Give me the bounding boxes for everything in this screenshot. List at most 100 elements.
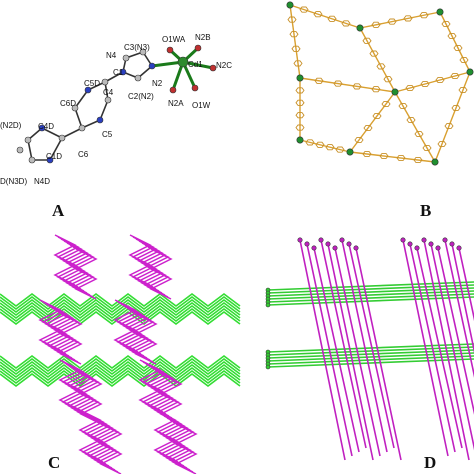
- ring: [381, 100, 391, 108]
- green-chain: [0, 308, 241, 322]
- ring: [414, 130, 424, 138]
- linker: [299, 139, 351, 153]
- magenta-rod: [402, 239, 449, 457]
- magenta-chain: [134, 313, 158, 365]
- magenta-rod: [409, 243, 456, 453]
- atom: [78, 124, 86, 132]
- green-rod: [267, 352, 474, 362]
- magenta-rod: [423, 239, 470, 461]
- ring: [371, 86, 381, 93]
- ring: [453, 44, 463, 52]
- ring: [327, 15, 337, 22]
- ring: [422, 144, 432, 152]
- atom: [58, 134, 66, 142]
- ring: [441, 20, 451, 28]
- green-rod: [267, 355, 474, 365]
- ring: [458, 86, 468, 94]
- magenta-rod: [320, 239, 367, 449]
- ring: [387, 18, 397, 25]
- ring: [362, 150, 372, 158]
- magenta-rod: [334, 247, 381, 457]
- ring: [372, 112, 382, 120]
- ring: [362, 37, 372, 44]
- magenta-rod: [451, 243, 474, 354]
- atom: [148, 62, 156, 70]
- ring: [295, 87, 305, 94]
- ring: [459, 56, 469, 64]
- ring: [435, 76, 445, 84]
- green-rod: [267, 287, 474, 297]
- ring: [341, 20, 351, 27]
- magenta-node: [407, 241, 413, 247]
- ring: [295, 99, 305, 106]
- magenta-rod: [327, 243, 374, 461]
- ring: [371, 21, 381, 28]
- atom: [38, 124, 46, 132]
- ring: [450, 72, 460, 80]
- magenta-rod: [341, 239, 388, 453]
- panel-label: A: [52, 201, 65, 220]
- green-chain: [0, 355, 241, 369]
- ring: [413, 156, 423, 164]
- atom: [191, 84, 199, 92]
- atom: [46, 156, 54, 164]
- atom: [122, 54, 130, 62]
- green-chain: [0, 299, 241, 313]
- green-chain: [0, 361, 241, 375]
- atom: [71, 104, 79, 112]
- magenta-chain: [59, 313, 83, 365]
- linker: [359, 11, 441, 29]
- ring: [451, 104, 461, 112]
- atom-label: N2C: [216, 61, 232, 70]
- green-rod: [267, 296, 474, 306]
- ring: [379, 152, 389, 160]
- atom-label: O1WA: [162, 35, 186, 44]
- panel-label: C: [48, 453, 60, 472]
- ring: [299, 6, 309, 13]
- ring: [313, 11, 323, 18]
- magenta-node: [435, 245, 441, 251]
- bond: [27, 139, 33, 161]
- linker: [349, 151, 436, 163]
- ring: [403, 15, 413, 22]
- green-chain: [0, 370, 241, 384]
- magenta-rod: [437, 247, 474, 415]
- atom-label: C6: [78, 150, 89, 159]
- green-chain: [0, 302, 241, 316]
- atom-label: N2A: [168, 99, 184, 108]
- green-node: [265, 302, 271, 308]
- atom: [139, 48, 147, 56]
- bond: [99, 99, 109, 121]
- atom-label: D(N3D): [0, 177, 27, 186]
- magenta-rod: [306, 243, 353, 457]
- linker: [349, 91, 396, 153]
- atom-label: C4D: [38, 122, 54, 131]
- green-chain: [0, 373, 241, 387]
- atom: [84, 86, 92, 94]
- magenta-rod: [458, 247, 474, 322]
- ring: [325, 144, 335, 151]
- ring: [295, 124, 305, 131]
- magenta-node: [304, 241, 310, 247]
- node: [356, 24, 364, 32]
- atom-label: N4: [106, 51, 117, 60]
- ring: [287, 16, 297, 23]
- bond: [74, 89, 89, 109]
- ring: [405, 84, 415, 92]
- ring: [363, 124, 373, 132]
- bond: [104, 71, 124, 83]
- ring: [369, 50, 379, 57]
- ring: [437, 140, 447, 148]
- magenta-rod: [444, 239, 474, 378]
- magenta-node: [442, 237, 448, 243]
- atom-label: N4D: [34, 177, 50, 186]
- magenta-node: [346, 241, 352, 247]
- green-rod: [267, 358, 474, 368]
- atom-label: C6D: [60, 99, 76, 108]
- ring: [376, 63, 386, 70]
- magenta-rod: [416, 247, 463, 449]
- ring: [289, 31, 299, 38]
- atom: [104, 96, 112, 104]
